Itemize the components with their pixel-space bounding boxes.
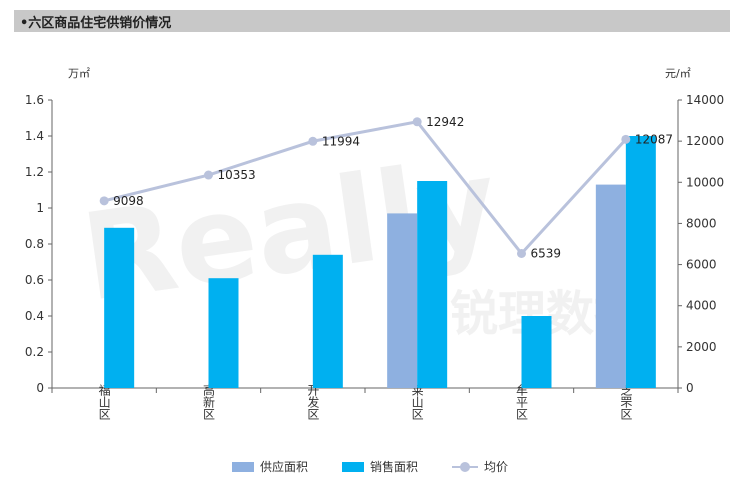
bar-sales [104, 227, 135, 388]
right-tick-label: 2000 [686, 340, 717, 354]
left-tick-label: 0.4 [25, 309, 44, 323]
right-tick-label: 6000 [686, 258, 717, 272]
x-tick-label: 芝罘区 [619, 383, 633, 420]
bar-supply [387, 213, 418, 388]
legend-swatch-sales [341, 461, 364, 472]
right-tick-label: 14000 [686, 93, 724, 107]
left-tick-label: 1 [36, 201, 44, 215]
legend-label-price: 均价 [484, 460, 509, 474]
x-tick-label: 福山区 [97, 383, 111, 420]
bar-sales [625, 136, 656, 388]
x-tick-label: 莱山区 [410, 384, 424, 420]
legend-swatch-supply [231, 461, 254, 472]
left-tick-label: 0.6 [25, 273, 44, 287]
x-tick-label: 开发区 [306, 384, 320, 420]
bar-supply [595, 184, 626, 388]
left-tick-label: 1.2 [25, 165, 44, 179]
price-point [308, 136, 318, 146]
right-tick-label: 4000 [686, 299, 717, 313]
page-title: •六区商品住宅供销价情况 [20, 15, 172, 31]
price-data-label: 12087 [635, 132, 673, 146]
legend-item-price: 均价 [452, 458, 508, 475]
price-point [204, 170, 213, 180]
right-tick-label: 8000 [686, 216, 717, 230]
chart-legend: 供应面积 销售面积 均价 [0, 458, 740, 475]
price-line [103, 120, 627, 256]
price-point [517, 248, 526, 258]
right-tick-label: 12000 [686, 134, 724, 148]
header-bar: •六区商品住宅供销价情况 [14, 10, 730, 32]
price-data-label: 9098 [113, 194, 144, 208]
chart-labels: 9098 10353 11994 12942 6539 12087 [113, 115, 673, 261]
x-tick-label: 牟平区 [515, 383, 529, 420]
left-axis-unit: 万㎡ [68, 67, 90, 80]
price-data-label: 10353 [218, 168, 256, 182]
legend-label-sales: 销售面积 [369, 460, 418, 474]
chart-price-line [99, 117, 631, 258]
left-tick-label: 0 [36, 381, 44, 395]
chart-bars [104, 136, 656, 388]
legend-label-supply: 供应面积 [259, 460, 308, 474]
bar-sales [312, 254, 343, 388]
price-data-label: 12942 [426, 115, 464, 129]
right-axis-unit: 元/㎡ [665, 67, 691, 80]
legend-item-sales: 销售面积 [341, 458, 418, 475]
left-tick-label: 0.8 [25, 237, 44, 251]
bar-sales [521, 316, 552, 388]
chart-axes: 0 0.2 0.4 0.6 0.8 1 1.2 1.4 1.6 0 2000 4000 6000 8000… [25, 67, 724, 420]
left-tick-label: 1.4 [25, 129, 44, 143]
price-point [621, 134, 631, 144]
right-tick-label: 0 [686, 381, 694, 395]
right-tick-label: 10000 [686, 175, 724, 189]
bar-sales [417, 181, 448, 388]
legend-swatch-price [452, 461, 478, 472]
left-tick-label: 0.2 [25, 345, 44, 359]
x-tick-label: 高新区 [202, 383, 216, 420]
left-tick-label: 1.6 [25, 93, 44, 107]
legend-item-supply: 供应面积 [231, 458, 308, 475]
price-data-label: 11994 [322, 134, 360, 148]
price-point [412, 117, 422, 127]
price-point [99, 196, 109, 206]
bar-sales [208, 278, 239, 388]
price-data-label: 6539 [531, 246, 562, 260]
